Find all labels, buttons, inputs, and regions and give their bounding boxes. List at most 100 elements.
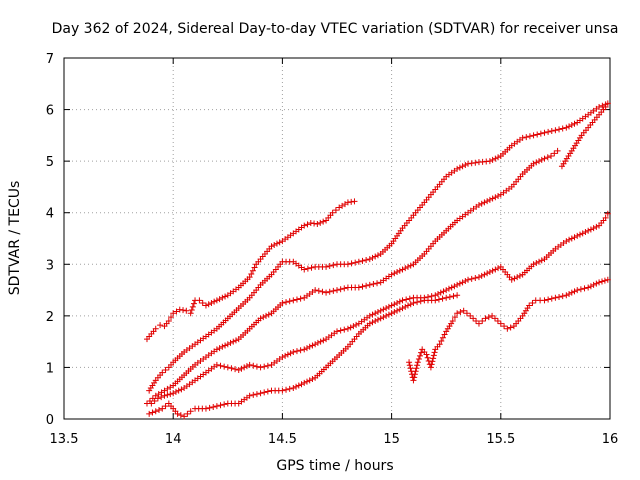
data-point bbox=[351, 198, 358, 205]
data-point bbox=[399, 305, 406, 312]
data-point bbox=[406, 362, 413, 369]
data-point bbox=[149, 409, 156, 416]
data-point bbox=[568, 235, 575, 242]
data-point bbox=[151, 397, 158, 404]
data-point bbox=[537, 130, 544, 137]
data-point bbox=[486, 196, 493, 203]
data-point bbox=[593, 280, 600, 287]
data-point bbox=[175, 387, 182, 394]
data-point bbox=[298, 381, 305, 388]
data-point bbox=[489, 195, 496, 202]
data-point bbox=[538, 257, 545, 264]
data-point bbox=[593, 223, 600, 230]
data-point bbox=[162, 403, 169, 410]
data-point bbox=[559, 293, 566, 300]
data-point bbox=[559, 125, 566, 132]
data-point bbox=[534, 131, 541, 138]
data-point bbox=[273, 240, 280, 247]
data-point bbox=[154, 395, 161, 402]
data-point bbox=[366, 281, 373, 288]
data-point bbox=[418, 349, 425, 356]
data-point bbox=[243, 363, 250, 370]
data-point bbox=[369, 319, 376, 326]
data-point bbox=[484, 198, 491, 205]
data-point bbox=[370, 281, 377, 288]
data-point bbox=[536, 258, 543, 265]
data-point bbox=[261, 363, 268, 370]
data-point bbox=[372, 318, 379, 325]
data-point bbox=[388, 310, 395, 317]
data-point bbox=[180, 307, 187, 314]
data-point bbox=[170, 310, 177, 317]
data-point bbox=[556, 126, 563, 133]
data-point bbox=[284, 351, 291, 358]
data-point bbox=[264, 388, 271, 395]
data-point bbox=[566, 290, 573, 297]
data-point bbox=[448, 284, 455, 291]
data-point bbox=[598, 278, 605, 285]
data-point bbox=[344, 199, 351, 206]
data-point bbox=[248, 270, 255, 277]
plot-frame bbox=[63, 57, 611, 420]
data-point bbox=[479, 318, 486, 325]
data-point bbox=[596, 103, 603, 110]
data-point bbox=[548, 128, 555, 135]
data-point bbox=[462, 278, 469, 285]
data-point bbox=[545, 128, 552, 135]
data-point bbox=[587, 226, 594, 233]
data-point bbox=[410, 299, 417, 306]
data-point bbox=[235, 367, 242, 374]
data-point bbox=[529, 299, 536, 306]
data-point bbox=[297, 295, 304, 302]
data-point bbox=[495, 192, 502, 199]
data-point bbox=[323, 289, 330, 296]
data-point bbox=[165, 318, 172, 325]
data-point bbox=[579, 230, 586, 237]
data-point bbox=[590, 225, 597, 232]
data-point bbox=[590, 281, 597, 288]
data-point bbox=[188, 307, 195, 314]
data-point bbox=[287, 350, 294, 357]
data-point bbox=[363, 256, 370, 263]
y-tick-label: 5 bbox=[46, 155, 54, 170]
data-point bbox=[238, 365, 245, 372]
data-point bbox=[556, 293, 563, 300]
data-point bbox=[530, 132, 537, 139]
data-point bbox=[526, 302, 533, 309]
data-point bbox=[293, 348, 300, 355]
data-point bbox=[391, 301, 398, 308]
data-point bbox=[290, 385, 297, 392]
data-point bbox=[230, 338, 237, 345]
data-point bbox=[208, 299, 215, 306]
data-point bbox=[374, 252, 381, 259]
data-point bbox=[441, 331, 448, 338]
data-point bbox=[301, 222, 308, 229]
data-point bbox=[410, 377, 417, 384]
data-point bbox=[399, 266, 406, 273]
data-point bbox=[497, 320, 504, 327]
data-point bbox=[388, 302, 395, 309]
data-point bbox=[216, 296, 223, 303]
data-point bbox=[544, 154, 551, 161]
data-point bbox=[250, 391, 257, 398]
data-point bbox=[319, 288, 326, 295]
data-point bbox=[407, 301, 414, 308]
data-point bbox=[304, 221, 311, 228]
data-point bbox=[602, 214, 609, 221]
data-point bbox=[224, 341, 231, 348]
data-point bbox=[326, 288, 333, 295]
data-point bbox=[454, 292, 461, 299]
data-point bbox=[283, 299, 290, 306]
data-point bbox=[404, 263, 411, 270]
data-point bbox=[332, 207, 339, 214]
data-point bbox=[602, 103, 609, 110]
data-point bbox=[571, 288, 578, 295]
data-point bbox=[301, 346, 308, 353]
data-point bbox=[232, 366, 239, 373]
data-point bbox=[301, 379, 308, 386]
data-point bbox=[290, 348, 297, 355]
data-point bbox=[459, 279, 466, 286]
data-point bbox=[460, 307, 467, 314]
data-point bbox=[523, 134, 530, 141]
data-point bbox=[574, 232, 581, 239]
